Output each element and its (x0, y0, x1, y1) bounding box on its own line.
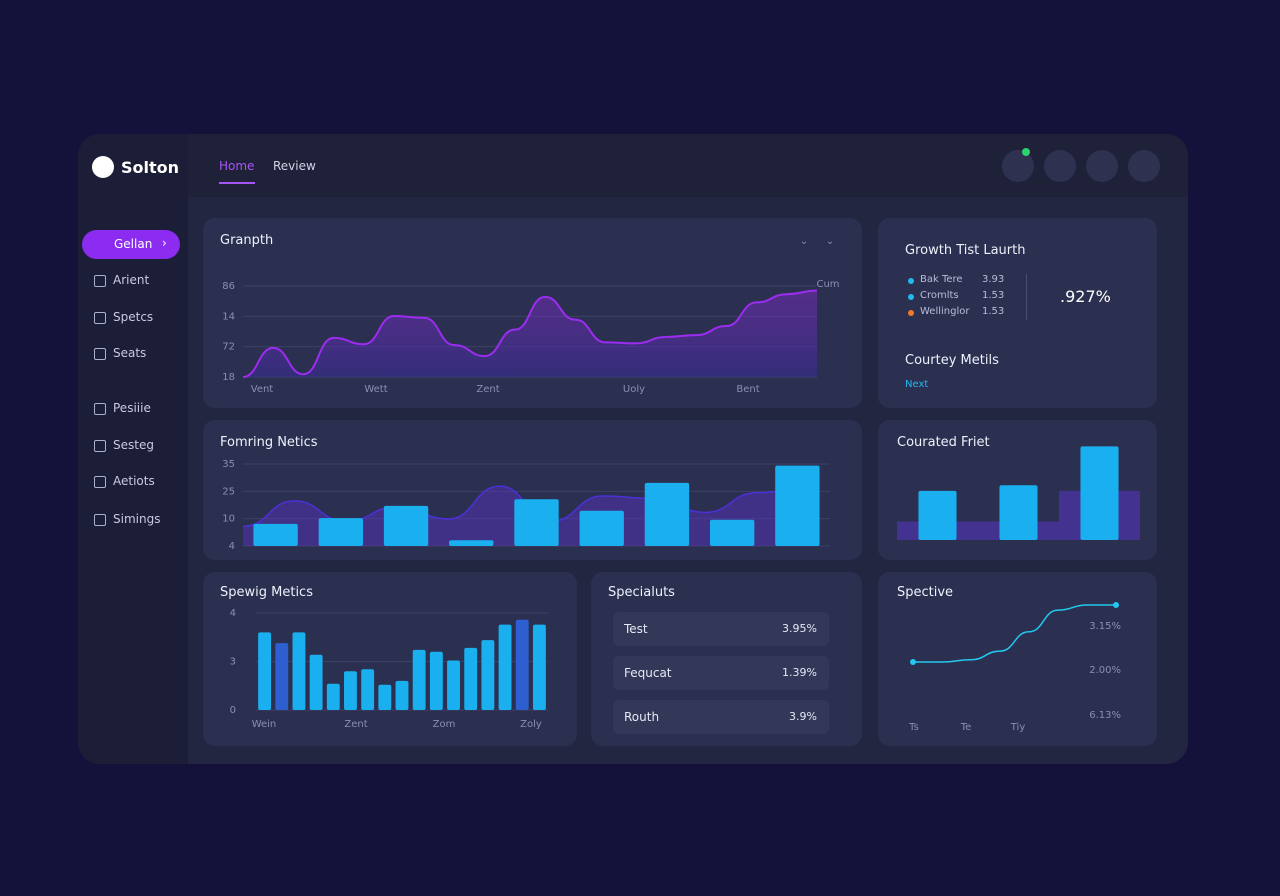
spective-panel: Spective (878, 572, 1157, 746)
legend-dot (908, 294, 914, 300)
panel-title: Spewig Metics (220, 585, 313, 600)
launch-panel: Growth Tist Laurth Bak Tere 3.93 Cromlts 1.… (878, 218, 1157, 408)
sidebar: Solton Gellan › Arient Spetcs Seats Pesiiie… (78, 134, 188, 764)
big-value: .927% (1060, 287, 1111, 306)
nav-item[interactable]: Spetcs (94, 310, 184, 326)
tab[interactable]: Review (273, 159, 316, 173)
table-row: Routh 3.9% (613, 700, 829, 734)
active-nav[interactable]: Gellan › (82, 230, 180, 259)
legend-name: Bak Tere (920, 274, 963, 285)
nav-item[interactable]: Aetiots (94, 474, 184, 490)
nav-label: Arient (113, 273, 150, 287)
panel-title: Courated Friet (897, 435, 990, 450)
logo (92, 156, 114, 178)
panel-title: Spective (897, 585, 954, 600)
courated-panel: Courated Friet (878, 420, 1157, 560)
panel-title: Granpth (220, 233, 274, 248)
nav-icon (94, 348, 106, 360)
nav-icon (94, 440, 106, 452)
legend-value: 1.53 (982, 306, 1005, 317)
legend-value: 3.93 (982, 274, 1005, 285)
apps-button[interactable] (1086, 150, 1118, 182)
nav-label: Sesteg (113, 438, 154, 452)
nav-icon (94, 403, 106, 415)
panel-title: Growth Tist Laurth (905, 243, 1026, 258)
row-value: 1.39% (782, 666, 817, 679)
badge (1022, 148, 1030, 156)
topbar: Home Review (188, 134, 1188, 197)
nav-item[interactable]: Sesteg (94, 438, 184, 454)
legend-name: Wellinglor (920, 306, 970, 317)
nav-item[interactable]: Pesiiie (94, 401, 184, 417)
forming-panel: Fomring Netics (203, 420, 862, 560)
legend-name: Cromlts (920, 290, 959, 301)
nav-icon (94, 275, 106, 287)
row-label: Routh (624, 710, 660, 724)
tab-underline (219, 182, 255, 184)
nav-label: Pesiiie (113, 401, 151, 415)
subtitle: Courtey Metils (905, 353, 999, 368)
brand: Solton (121, 158, 180, 177)
notes-button[interactable] (1002, 148, 1034, 182)
table-row: Test 3.95% (613, 612, 829, 646)
specialuts-panel: Specialuts Test 3.95% Fequcat 1.39% Routh 3.9… (591, 572, 862, 746)
nav-item[interactable]: Arient (94, 273, 184, 289)
row-label: Fequcat (624, 666, 672, 680)
nav-label: Aetiots (113, 474, 155, 488)
panel-title: Specialuts (608, 585, 675, 600)
spewig-panel: Spewig Metics (203, 572, 577, 746)
nav-item[interactable]: Simings (94, 512, 184, 528)
nav-label: Gellan (114, 237, 153, 251)
nav-label: Seats (113, 346, 147, 360)
row-label: Test (624, 622, 648, 636)
tab[interactable]: Home (219, 159, 255, 173)
legend-dot (908, 310, 914, 316)
nav-icon (94, 476, 106, 488)
row-value: 3.9% (789, 710, 817, 723)
nav-icon (94, 312, 106, 324)
link[interactable]: Next (905, 379, 929, 390)
legend-value: 1.53 (982, 290, 1005, 301)
search-button[interactable] (1044, 150, 1076, 182)
table-row: Fequcat 1.39% (613, 656, 829, 690)
nav-item[interactable]: Seats (94, 346, 184, 362)
legend-dot (908, 278, 914, 284)
divider (1026, 274, 1027, 320)
panel-title: Fomring Netics (220, 435, 318, 450)
nav-label: Simings (113, 512, 161, 526)
row-value: 3.95% (782, 622, 817, 635)
nav-icon (94, 514, 106, 526)
chevron: › (162, 236, 167, 250)
growth-panel: Granpth (203, 218, 862, 408)
nav-label: Spetcs (113, 310, 154, 324)
find-button[interactable] (1128, 150, 1160, 182)
